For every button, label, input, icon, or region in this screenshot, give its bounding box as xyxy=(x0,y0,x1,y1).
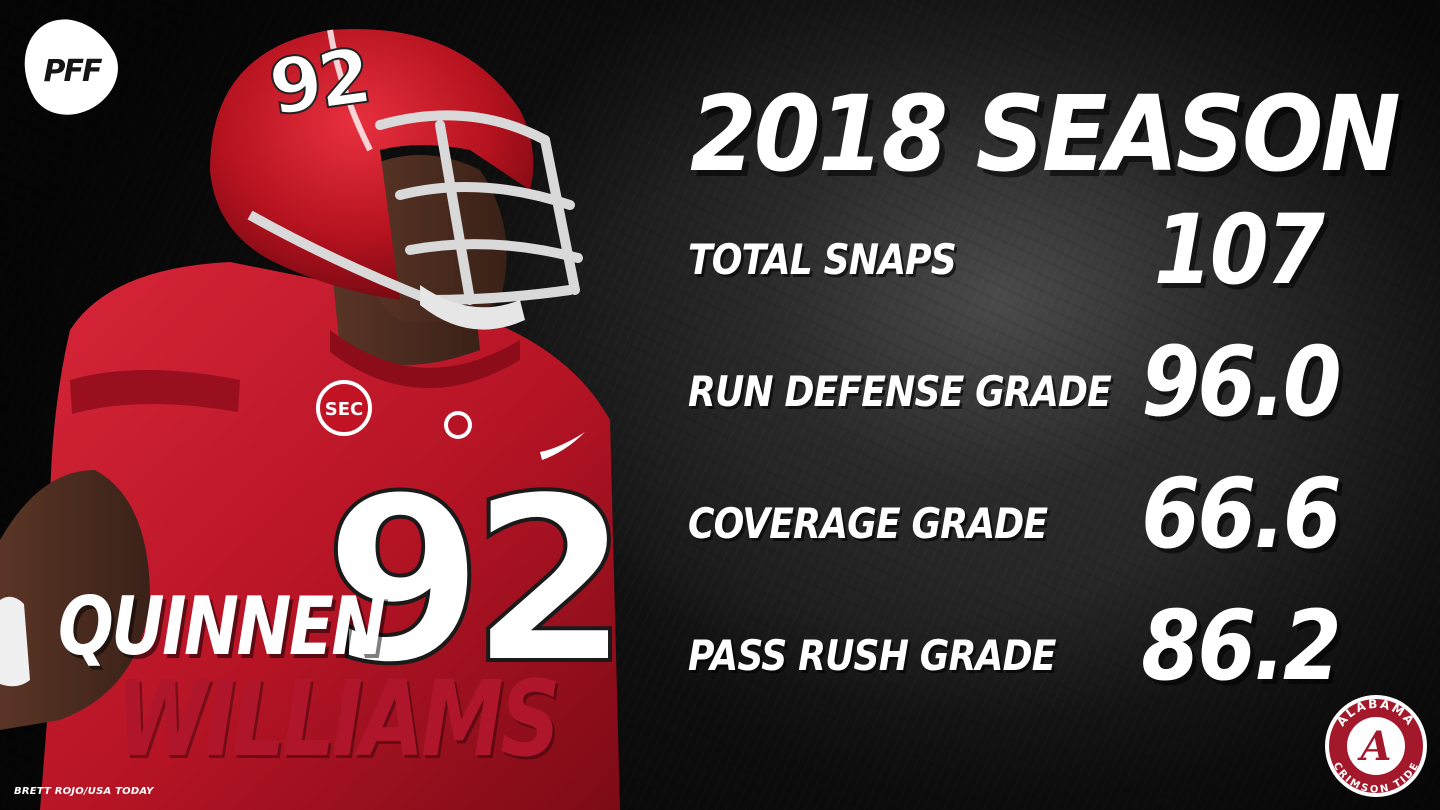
stat-value: 66.6 xyxy=(1141,458,1342,570)
pff-logo-text: PFF xyxy=(43,54,103,89)
stat-value: 96.0 xyxy=(1141,326,1342,438)
facemask xyxy=(375,110,583,305)
player-last-name: WILLIAMS xyxy=(116,658,560,780)
season-title: 2018 SEASON xyxy=(690,73,1401,195)
stat-row-run-defense-grade: RUN DEFENSE GRADE 96.0 xyxy=(688,328,1348,438)
stat-label: RUN DEFENSE GRADE xyxy=(688,367,1112,416)
helmet-number: 92 xyxy=(264,31,373,133)
stat-label: PASS RUSH GRADE xyxy=(688,631,1056,680)
sec-patch-icon: SEC xyxy=(316,380,372,436)
stat-row-pass-rush-grade: PASS RUSH GRADE 86.2 xyxy=(688,592,1348,702)
stat-label: COVERAGE GRADE xyxy=(688,499,1048,548)
player-photo: SEC 92 92 xyxy=(0,29,632,810)
stat-label: TOTAL SNAPS xyxy=(688,235,957,284)
sec-patch-text: SEC xyxy=(325,399,363,420)
stat-row-total-snaps: TOTAL SNAPS 107 xyxy=(688,196,1348,306)
player-first-name: QUINNEN xyxy=(58,580,386,673)
photo-credit: BRETT ROJO/USA TODAY xyxy=(14,786,154,797)
stat-value: 86.2 xyxy=(1141,590,1342,702)
jersey-number: 92 xyxy=(324,448,616,715)
stat-row-coverage-grade: COVERAGE GRADE 66.6 xyxy=(688,460,1348,570)
stat-value: 107 xyxy=(1153,194,1325,306)
alabama-seal-icon: ALABAMA CRIMSON TIDE A xyxy=(1325,695,1427,797)
seal-monogram: A xyxy=(1356,723,1391,770)
pff-football-logo: PFF xyxy=(5,1,133,131)
